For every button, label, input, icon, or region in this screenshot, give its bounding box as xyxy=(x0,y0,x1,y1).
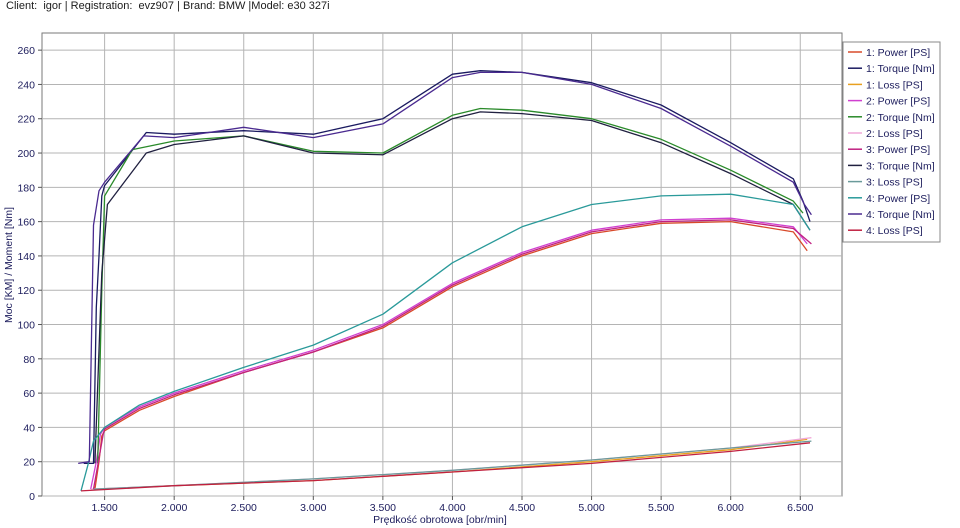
x-tick-label: 5.500 xyxy=(648,502,674,514)
series-lines xyxy=(78,70,812,492)
y-axis-ticks: 0 20 40 60 80 100 120 140 160 180 200 220 240 260 xyxy=(17,45,42,503)
legend-label: 4: Power [PS] xyxy=(866,193,930,205)
y-tick-label: 120 xyxy=(17,285,35,297)
legend-label: 2: Loss [PS] xyxy=(866,128,923,140)
legend-label: 2: Torque [Nm] xyxy=(866,112,935,124)
x-tick-label: 5.000 xyxy=(578,502,604,514)
x-tick-label: 4.500 xyxy=(509,502,535,514)
legend-label: 2: Power [PS] xyxy=(866,96,930,108)
y-tick-label: 160 xyxy=(17,217,35,229)
y-tick-label: 20 xyxy=(23,457,35,469)
y-tick-label: 60 xyxy=(23,388,35,400)
legend-label: 1: Loss [PS] xyxy=(866,79,923,91)
brand-label: Brand: xyxy=(183,0,216,12)
y-tick-label: 40 xyxy=(23,422,35,434)
legend-label: 3: Torque [Nm] xyxy=(866,160,935,172)
x-tick-label: 4.000 xyxy=(439,502,465,514)
y-tick-label: 240 xyxy=(17,79,35,91)
x-tick-label: 2.000 xyxy=(161,502,187,514)
registration-value: evz907 xyxy=(138,0,175,12)
series-line-12 xyxy=(80,442,811,492)
legend-label: 3: Loss [PS] xyxy=(866,177,923,189)
legend-label: 1: Torque [Nm] xyxy=(866,63,935,75)
legend-label: 4: Torque [Nm] xyxy=(866,209,935,221)
x-axis-label: Prędkość obrotowa [obr/min] xyxy=(373,514,507,526)
series-line-5 xyxy=(97,107,804,464)
x-axis-ticks: 1.500 2.000 2.500 3.000 3.500 4.000 4.500 5.000… xyxy=(91,496,814,514)
model-value: e30 327i xyxy=(287,0,330,12)
y-tick-label: 180 xyxy=(17,182,35,194)
y-axis-label: Moc [KM] / Moment [Nm] xyxy=(3,207,15,323)
y-tick-label: 0 xyxy=(29,491,35,503)
client-info-line: Client: igor | Registration: evz907 | Br… xyxy=(6,0,330,12)
legend: 1: Power [PS] 1: Torque [Nm] 1: Loss [PS] 2… xyxy=(842,41,941,243)
legend-label: 4: Loss [PS] xyxy=(866,225,923,237)
plot-area xyxy=(41,32,843,497)
series-line-7 xyxy=(92,219,812,490)
x-tick-label: 6.500 xyxy=(787,502,813,514)
y-tick-label: 200 xyxy=(17,148,35,160)
y-tick-label: 260 xyxy=(17,45,35,57)
series-line-11 xyxy=(78,71,812,465)
series-line-8 xyxy=(94,111,811,464)
brand-value: BMW xyxy=(218,0,246,12)
x-tick-label: 3.000 xyxy=(300,502,326,514)
x-tick-label: 3.500 xyxy=(370,502,396,514)
y-tick-label: 220 xyxy=(17,114,35,126)
model-label: Model: xyxy=(251,0,285,12)
series-line-10 xyxy=(80,193,811,492)
y-tick-label: 80 xyxy=(23,354,35,366)
legend-items: 1: Power [PS] 1: Torque [Nm] 1: Loss [PS] 2… xyxy=(848,47,935,237)
legend-label: 1: Power [PS] xyxy=(866,47,930,59)
client-value: igor xyxy=(43,0,62,12)
y-tick-label: 140 xyxy=(17,251,35,263)
legend-box xyxy=(842,41,941,243)
series-line-2 xyxy=(83,70,811,465)
x-tick-label: 2.500 xyxy=(231,502,257,514)
y-tick-label: 100 xyxy=(17,320,35,332)
x-tick-label: 6.000 xyxy=(718,502,744,514)
x-tick-label: 1.500 xyxy=(91,502,117,514)
client-label: Client: xyxy=(6,0,38,12)
registration-label: Registration: xyxy=(70,0,133,12)
legend-label: 3: Power [PS] xyxy=(866,144,930,156)
